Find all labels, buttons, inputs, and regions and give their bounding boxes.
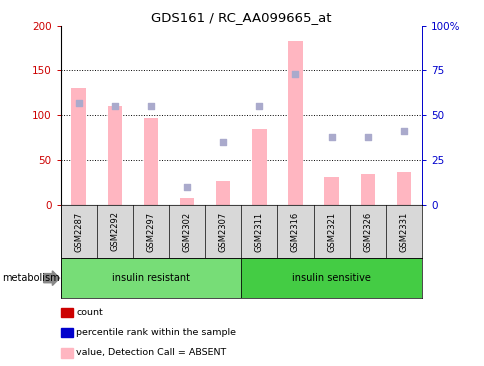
Text: GSM2302: GSM2302 [182,212,191,251]
Point [399,128,407,134]
Bar [287,41,302,205]
Bar [252,129,266,205]
Point [291,71,299,77]
Point [111,103,119,109]
Bar [215,181,230,205]
Text: value, Detection Call = ABSENT: value, Detection Call = ABSENT [76,348,226,357]
Text: insulin sensitive: insulin sensitive [291,273,370,283]
Bar [396,172,410,205]
Bar [143,118,158,205]
Bar [71,89,86,205]
Text: GSM2311: GSM2311 [254,212,263,251]
Point [255,103,263,109]
Text: GSM2326: GSM2326 [363,212,372,251]
Bar [241,258,421,298]
Text: metabolism: metabolism [2,273,60,283]
Text: insulin resistant: insulin resistant [112,273,190,283]
Point [327,134,335,140]
Text: GSM2287: GSM2287 [74,212,83,251]
Text: GSM2331: GSM2331 [398,212,408,251]
Point [183,184,191,190]
Text: GSM2321: GSM2321 [326,212,335,251]
Bar [60,258,241,298]
Point [219,139,227,145]
Text: GSM2292: GSM2292 [110,212,119,251]
Text: percentile rank within the sample: percentile rank within the sample [76,328,236,337]
Point [363,134,371,140]
Title: GDS161 / RC_AA099665_at: GDS161 / RC_AA099665_at [151,11,331,25]
Point [147,103,154,109]
Bar [360,175,374,205]
Point [75,100,82,106]
Text: GSM2316: GSM2316 [290,212,300,251]
Bar [107,106,122,205]
Text: GSM2307: GSM2307 [218,212,227,251]
Text: GSM2297: GSM2297 [146,212,155,251]
Bar [324,177,338,205]
Bar [180,198,194,205]
Text: count: count [76,308,103,317]
